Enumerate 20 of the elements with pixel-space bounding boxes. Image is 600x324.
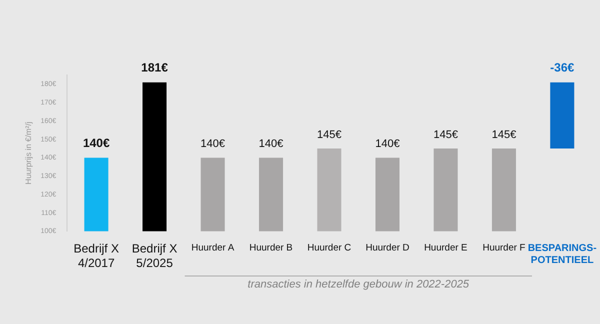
data-label: 140€	[375, 138, 400, 150]
data-label: -36€	[550, 60, 575, 75]
data-label: 145€	[317, 129, 342, 142]
x-tick-label: Huurder A	[191, 242, 235, 254]
x-tick-label: BESPARINGS- POTENTIEEL	[528, 242, 597, 266]
data-label: 140€	[258, 138, 284, 150]
data-label: 145€	[492, 129, 516, 142]
text: transacties in hetzelfde gebouw in 2022-2025	[248, 278, 470, 291]
data-label: 140€	[200, 138, 226, 150]
x-tick-label: Huurder B	[249, 242, 293, 254]
x-tick-label: Huurder F	[482, 242, 526, 254]
x-tick-label: Bedrijf X 4/2017	[74, 242, 119, 270]
x-tick-label: Huurder D	[366, 242, 410, 254]
data-label: 181€	[141, 60, 168, 75]
y-axis-title: Huurprijs in €/m²/j	[24, 122, 34, 184]
x-tick-label: Huurder C	[307, 242, 352, 254]
data-label: 140€	[82, 136, 110, 150]
x-tick-label: Bedrijf X 5/2025	[132, 242, 178, 270]
data-label: 145€	[433, 129, 458, 142]
x-tick-label: Huurder E	[424, 242, 468, 254]
